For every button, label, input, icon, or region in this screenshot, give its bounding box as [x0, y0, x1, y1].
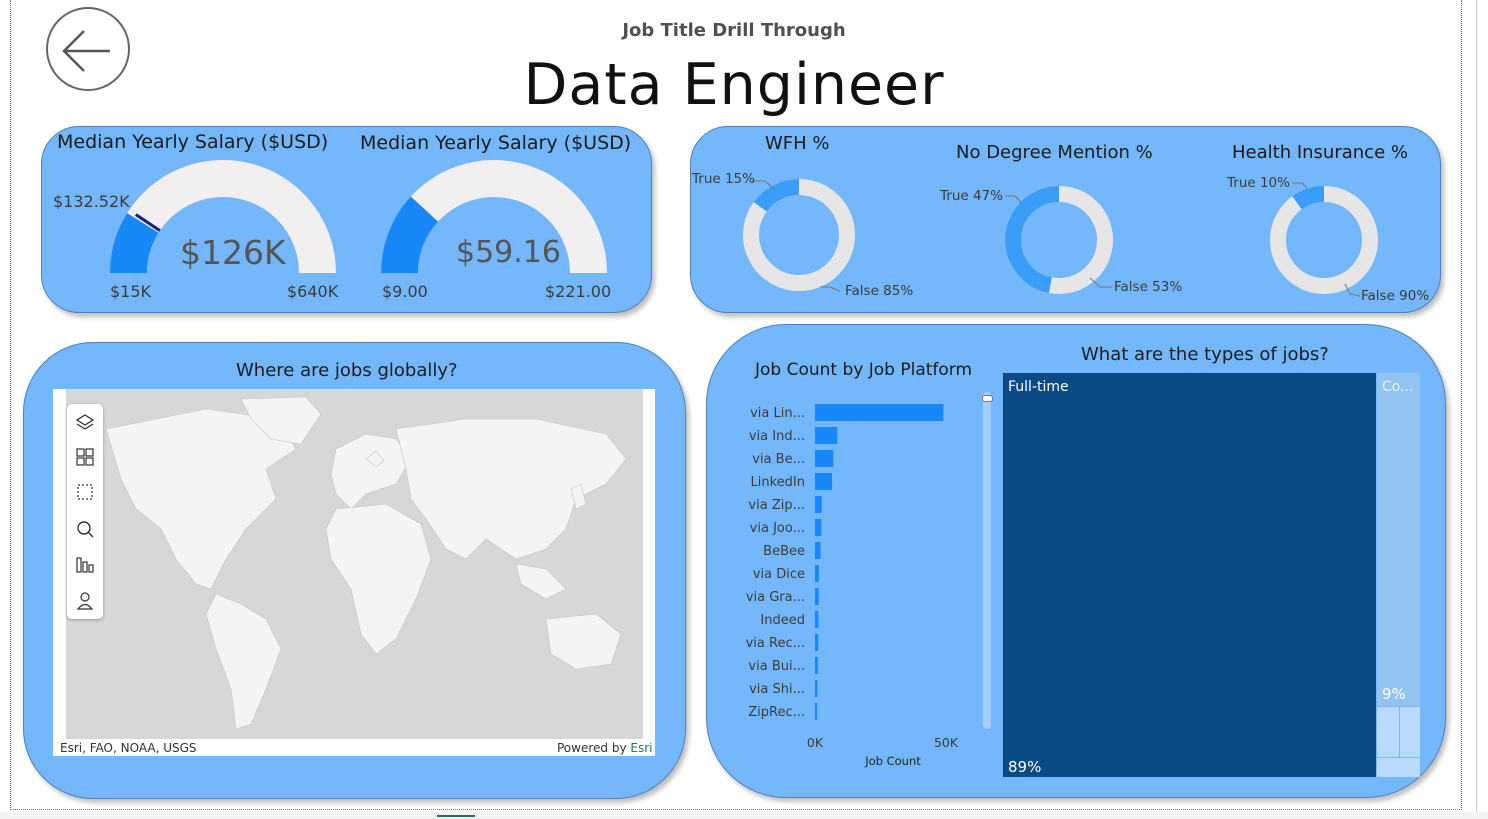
platform-chart-title: Job Count by Job Platform [755, 360, 973, 380]
gauge-1-max-label: $640K [287, 282, 339, 301]
gauge-2-max-label: $221.00 [545, 282, 612, 301]
rect-select-icon[interactable] [75, 482, 95, 502]
donut-1-false-label: False 85% [845, 283, 914, 299]
world-map-land [105, 396, 627, 730]
qr-select-icon[interactable] [75, 447, 95, 467]
world-map[interactable] [66, 389, 643, 739]
treemap-contractor[interactable]: Co... 9% [1377, 373, 1420, 706]
gauge-1-title: Median Yearly Salary ($USD) [57, 131, 329, 153]
person-icon[interactable] [75, 591, 95, 611]
gauge-1-value: $126K [180, 233, 286, 272]
gauge-2-title: Median Yearly Salary ($USD) [360, 132, 632, 154]
treemap-contractor-label: Co... [1382, 379, 1414, 395]
treemap-other-2[interactable] [1400, 707, 1420, 757]
gauge-1-target-label: $132.52K [53, 192, 130, 211]
map-toolbar [67, 404, 103, 619]
treemap-other-1[interactable] [1377, 707, 1399, 757]
map-powered-by: Powered by Esri [557, 741, 653, 755]
page-tabs-strip [0, 812, 1488, 819]
bar-chart-icon[interactable] [75, 555, 95, 575]
page-subtitle: Job Title Drill Through [622, 20, 846, 41]
treemap-title: What are the types of jobs? [1081, 344, 1329, 365]
back-button[interactable] [46, 7, 130, 91]
powered-by-text: Powered by [557, 741, 627, 755]
treemap-other-3[interactable] [1377, 758, 1420, 777]
esri-link[interactable]: Esri [630, 741, 653, 755]
treemap-contractor-pct: 9% [1382, 685, 1406, 703]
chart-scrollbar[interactable] [983, 392, 991, 729]
donut-2-true-label: True 47% [940, 188, 1003, 204]
donut-3-false-label: False 90% [1361, 288, 1430, 304]
scroll-edge [1476, 0, 1477, 819]
donut-1-title: WFH % [765, 133, 830, 154]
donut-2-title: No Degree Mention % [956, 142, 1153, 163]
gauge-2-value: $59.16 [456, 235, 561, 270]
back-arrow-icon [62, 30, 110, 72]
page-title: Data Engineer [523, 52, 945, 118]
search-icon[interactable] [75, 519, 95, 539]
treemap-full-time-pct: 89% [1008, 758, 1042, 776]
active-page-tab-indicator[interactable] [437, 815, 475, 817]
treemap-full-time[interactable]: Full-time 89% [1003, 373, 1376, 777]
gauge-2-min-label: $9.00 [382, 282, 428, 301]
map-attribution: Esri, FAO, NOAA, USGS [60, 741, 197, 755]
donut-2-false-label: False 53% [1114, 279, 1183, 295]
gauge-1-min-label: $15K [110, 282, 152, 301]
chart-scroll-thumb[interactable] [982, 395, 993, 402]
donut-1-true-label: True 15% [692, 171, 755, 187]
treemap-full-time-label: Full-time [1008, 379, 1069, 395]
layers-icon[interactable] [75, 412, 95, 432]
map-title: Where are jobs globally? [236, 360, 458, 381]
donut-3-true-label: True 10% [1227, 175, 1290, 191]
donut-3-title: Health Insurance % [1232, 142, 1408, 163]
